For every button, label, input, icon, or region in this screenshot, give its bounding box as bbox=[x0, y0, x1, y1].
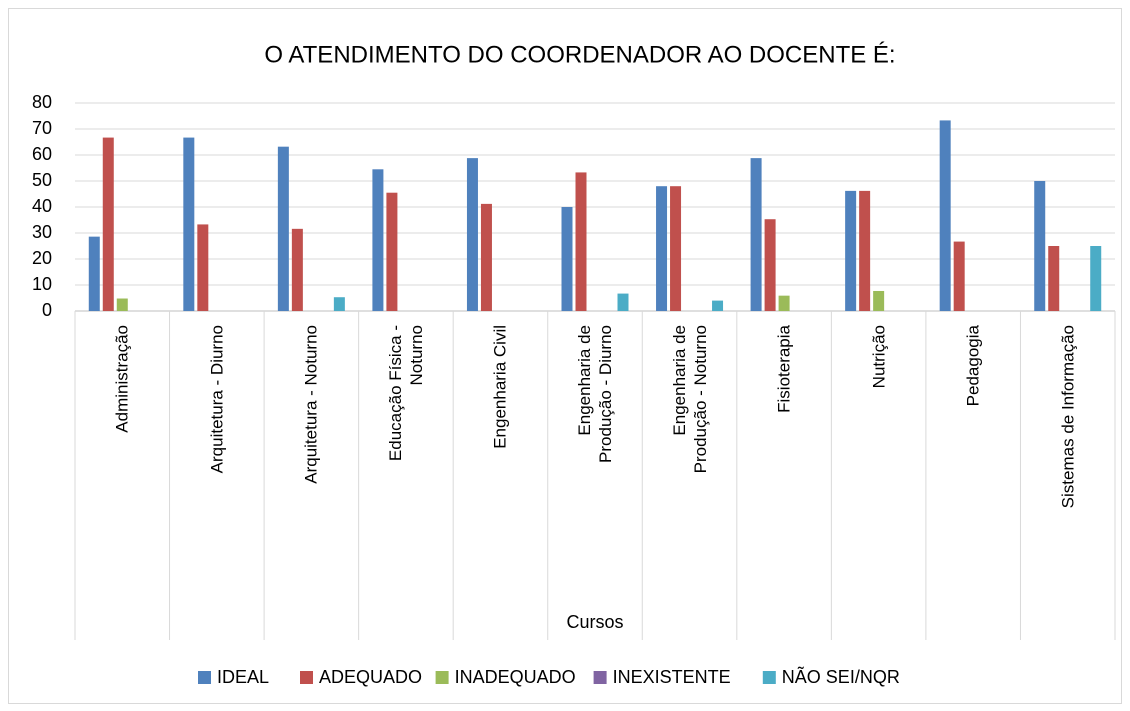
x-tick-label: Engenharia de Produção - Diurno bbox=[575, 325, 615, 463]
y-tick-label: 80 bbox=[32, 92, 52, 112]
x-tick-label: Fisioterapia bbox=[774, 325, 794, 413]
bar bbox=[102, 137, 114, 311]
bar bbox=[372, 169, 384, 311]
legend-label: NÃO SEI/NQR bbox=[782, 666, 900, 687]
x-tick-label: Arquitetura - Noturno bbox=[301, 325, 321, 484]
bar bbox=[845, 190, 857, 311]
bar bbox=[1090, 246, 1102, 311]
x-tick-label: Educação Física - Noturno bbox=[385, 325, 426, 462]
bar bbox=[116, 298, 128, 311]
x-tick-label: Engenharia de Produção - Noturno bbox=[669, 325, 710, 474]
bar bbox=[873, 290, 885, 311]
bar bbox=[750, 158, 762, 311]
x-tick-label: Administração bbox=[112, 325, 132, 433]
legend-label: INEXISTENTE bbox=[613, 667, 731, 687]
legend-label: IDEAL bbox=[217, 667, 269, 687]
bar bbox=[656, 186, 668, 311]
y-tick-label: 40 bbox=[32, 196, 52, 216]
bar bbox=[561, 207, 573, 311]
x-tick-label: Pedagogia bbox=[963, 325, 983, 407]
bar bbox=[386, 192, 398, 311]
bar bbox=[670, 186, 682, 311]
y-tick-label: 10 bbox=[32, 274, 52, 294]
bar bbox=[764, 219, 776, 311]
bar bbox=[88, 236, 100, 311]
legend-swatch bbox=[435, 671, 449, 684]
bar bbox=[197, 224, 209, 311]
bar bbox=[183, 137, 195, 311]
x-tick-label: Engenharia Civil bbox=[490, 325, 510, 449]
bar bbox=[480, 203, 492, 311]
bar bbox=[617, 293, 629, 311]
bar bbox=[1048, 246, 1060, 311]
x-tick-label: Nutrição bbox=[869, 325, 889, 389]
bar bbox=[859, 190, 871, 311]
x-tick-label: Sistemas de Informação bbox=[1058, 325, 1078, 509]
legend-label: INADEQUADO bbox=[455, 667, 576, 687]
chart-frame bbox=[8, 8, 1122, 704]
legend-swatch bbox=[300, 671, 313, 684]
bar bbox=[1034, 181, 1046, 311]
legend-swatch bbox=[198, 671, 211, 684]
bar bbox=[778, 295, 790, 311]
y-tick-label: 50 bbox=[32, 170, 52, 190]
x-tick-label: Arquitetura - Diurno bbox=[207, 325, 227, 474]
legend-swatch bbox=[762, 671, 776, 684]
y-tick-label: 70 bbox=[32, 118, 52, 138]
x-axis-title: Cursos bbox=[566, 612, 623, 632]
bar bbox=[939, 120, 951, 311]
y-tick-label: 20 bbox=[32, 248, 52, 268]
y-tick-label: 30 bbox=[32, 222, 52, 242]
bar bbox=[291, 228, 303, 311]
y-tick-label: 60 bbox=[32, 144, 52, 164]
bar bbox=[277, 146, 289, 311]
legend-label: ADEQUADO bbox=[319, 667, 422, 687]
chart-title: O ATENDIMENTO DO COORDENADOR AO DOCENTE … bbox=[264, 41, 895, 68]
legend-swatch bbox=[593, 671, 607, 684]
bar bbox=[333, 297, 345, 311]
bar bbox=[466, 158, 478, 311]
bar bbox=[712, 300, 724, 311]
y-tick-label: 0 bbox=[42, 300, 52, 320]
bar bbox=[575, 172, 587, 311]
bar bbox=[953, 241, 965, 311]
